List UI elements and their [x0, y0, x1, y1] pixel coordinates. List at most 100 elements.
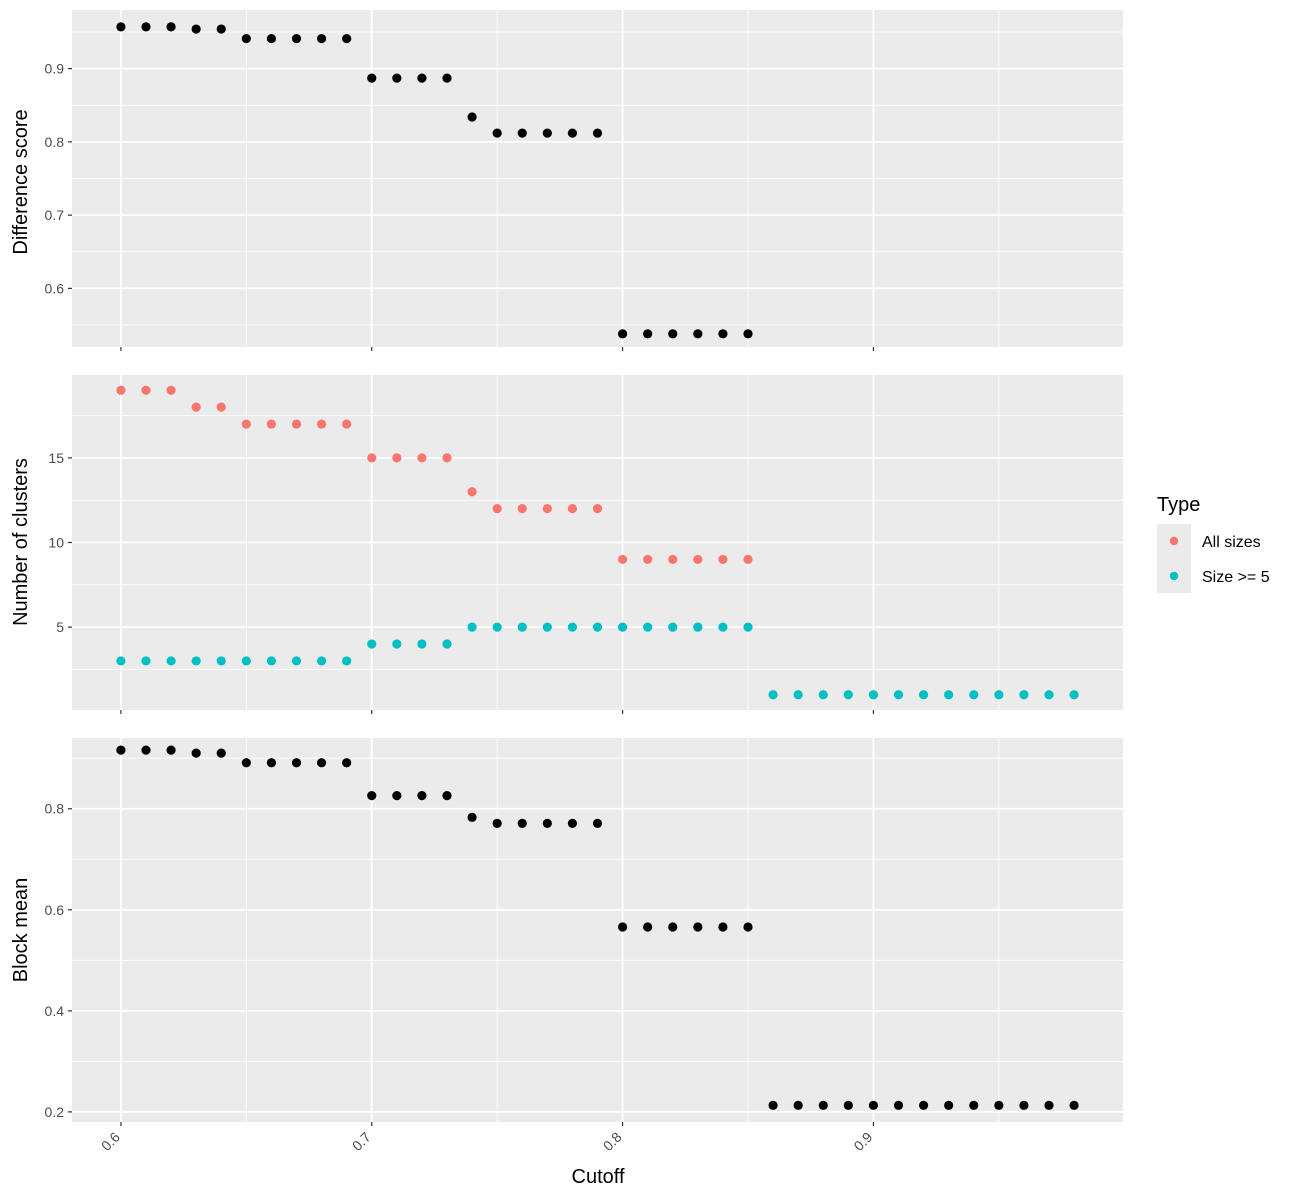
data-point — [542, 818, 552, 828]
series-all-sizes — [116, 385, 753, 565]
data-point — [241, 758, 251, 768]
data-point — [266, 758, 277, 768]
data-point — [417, 73, 427, 83]
y-tick-label: 0.8 — [45, 134, 65, 150]
data-point — [592, 818, 603, 828]
data-point — [693, 329, 703, 339]
data-point — [141, 385, 151, 395]
data-point — [216, 24, 226, 34]
data-point — [743, 554, 753, 565]
data-point — [818, 1100, 828, 1110]
panel-background — [72, 738, 1123, 1122]
data-point — [918, 1100, 929, 1110]
data-point — [643, 554, 653, 565]
y-tick-label: 0.2 — [45, 1104, 65, 1120]
legend-label-all-sizes: All sizes — [1202, 534, 1261, 551]
data-point — [367, 453, 377, 463]
data-point — [492, 622, 502, 632]
data-point — [693, 622, 703, 632]
y-tick-label: 0.6 — [45, 902, 65, 918]
y-tick-label: 0.6 — [45, 280, 65, 296]
data-point — [617, 922, 628, 932]
data-point — [868, 1100, 879, 1110]
data-point — [592, 504, 603, 514]
data-point — [592, 622, 603, 632]
y-tick-label: 0.4 — [45, 1003, 65, 1019]
data-point — [517, 818, 527, 828]
data-point — [116, 22, 126, 32]
data-point — [392, 453, 402, 463]
x-tick-labels: 0.6 0.7 0.8 0.9 — [98, 1129, 876, 1154]
x-tick-label: 0.7 — [349, 1129, 374, 1154]
data-point — [643, 922, 653, 932]
data-point — [969, 690, 979, 700]
y-tick-label: 15 — [48, 450, 64, 466]
data-point — [241, 656, 251, 666]
legend: Type All sizes Size >= 5 — [1157, 494, 1270, 593]
data-point — [116, 385, 126, 395]
data-point — [517, 128, 527, 138]
data-point — [216, 748, 226, 758]
data-point — [266, 33, 277, 44]
data-point — [492, 128, 502, 138]
data-point — [291, 758, 302, 768]
data-point — [843, 690, 853, 700]
data-point — [442, 791, 452, 801]
data-point — [216, 656, 226, 666]
y-axis-title: Difference score — [10, 109, 32, 254]
series-size-5 — [116, 622, 1079, 700]
data-point — [643, 622, 653, 632]
data-point — [191, 656, 201, 666]
data-point — [191, 24, 201, 34]
data-point — [367, 639, 377, 649]
data-point — [467, 622, 477, 632]
data-point — [893, 690, 904, 700]
data-point — [116, 745, 126, 755]
data-point — [166, 656, 176, 666]
data-point — [944, 690, 954, 700]
x-tick-label: 0.9 — [850, 1129, 875, 1154]
data-point — [392, 73, 402, 83]
data-point — [843, 1100, 853, 1110]
data-point — [241, 419, 251, 429]
data-point — [367, 791, 377, 801]
data-point — [617, 554, 628, 565]
data-point — [141, 656, 151, 666]
data-point — [191, 748, 201, 758]
data-point — [417, 639, 427, 649]
data-point — [567, 504, 578, 514]
data-point — [944, 1100, 954, 1110]
data-point — [567, 622, 578, 632]
data-point — [1019, 690, 1029, 700]
data-point — [467, 487, 477, 497]
x-tick-label: 0.6 — [98, 1129, 123, 1154]
data-point — [266, 419, 277, 429]
data-point — [166, 22, 176, 32]
data-point — [542, 128, 552, 138]
data-point — [1069, 690, 1079, 700]
data-point — [342, 758, 352, 768]
data-point — [893, 1100, 904, 1110]
legend-key-size-5-plus — [1169, 571, 1179, 581]
y-tick-label: 0.8 — [45, 801, 65, 817]
data-point — [592, 128, 603, 138]
x-tick-label: 0.8 — [600, 1129, 625, 1154]
y-tick-label: 0.7 — [45, 207, 65, 223]
data-point — [617, 622, 628, 632]
data-point — [291, 419, 302, 429]
panel-1: 0.6 0.7 0.8 0.9 Difference score — [10, 10, 1123, 351]
data-point — [116, 656, 126, 666]
data-point — [467, 812, 477, 822]
data-point — [316, 419, 327, 429]
data-point — [392, 791, 402, 801]
data-point — [793, 690, 803, 700]
data-point — [1069, 1100, 1079, 1110]
data-point — [316, 33, 327, 44]
y-tick-label: 0.9 — [45, 61, 65, 77]
data-point — [417, 791, 427, 801]
data-point — [1044, 1100, 1054, 1110]
data-point — [567, 128, 578, 138]
data-point — [517, 622, 527, 632]
data-point — [718, 922, 728, 932]
